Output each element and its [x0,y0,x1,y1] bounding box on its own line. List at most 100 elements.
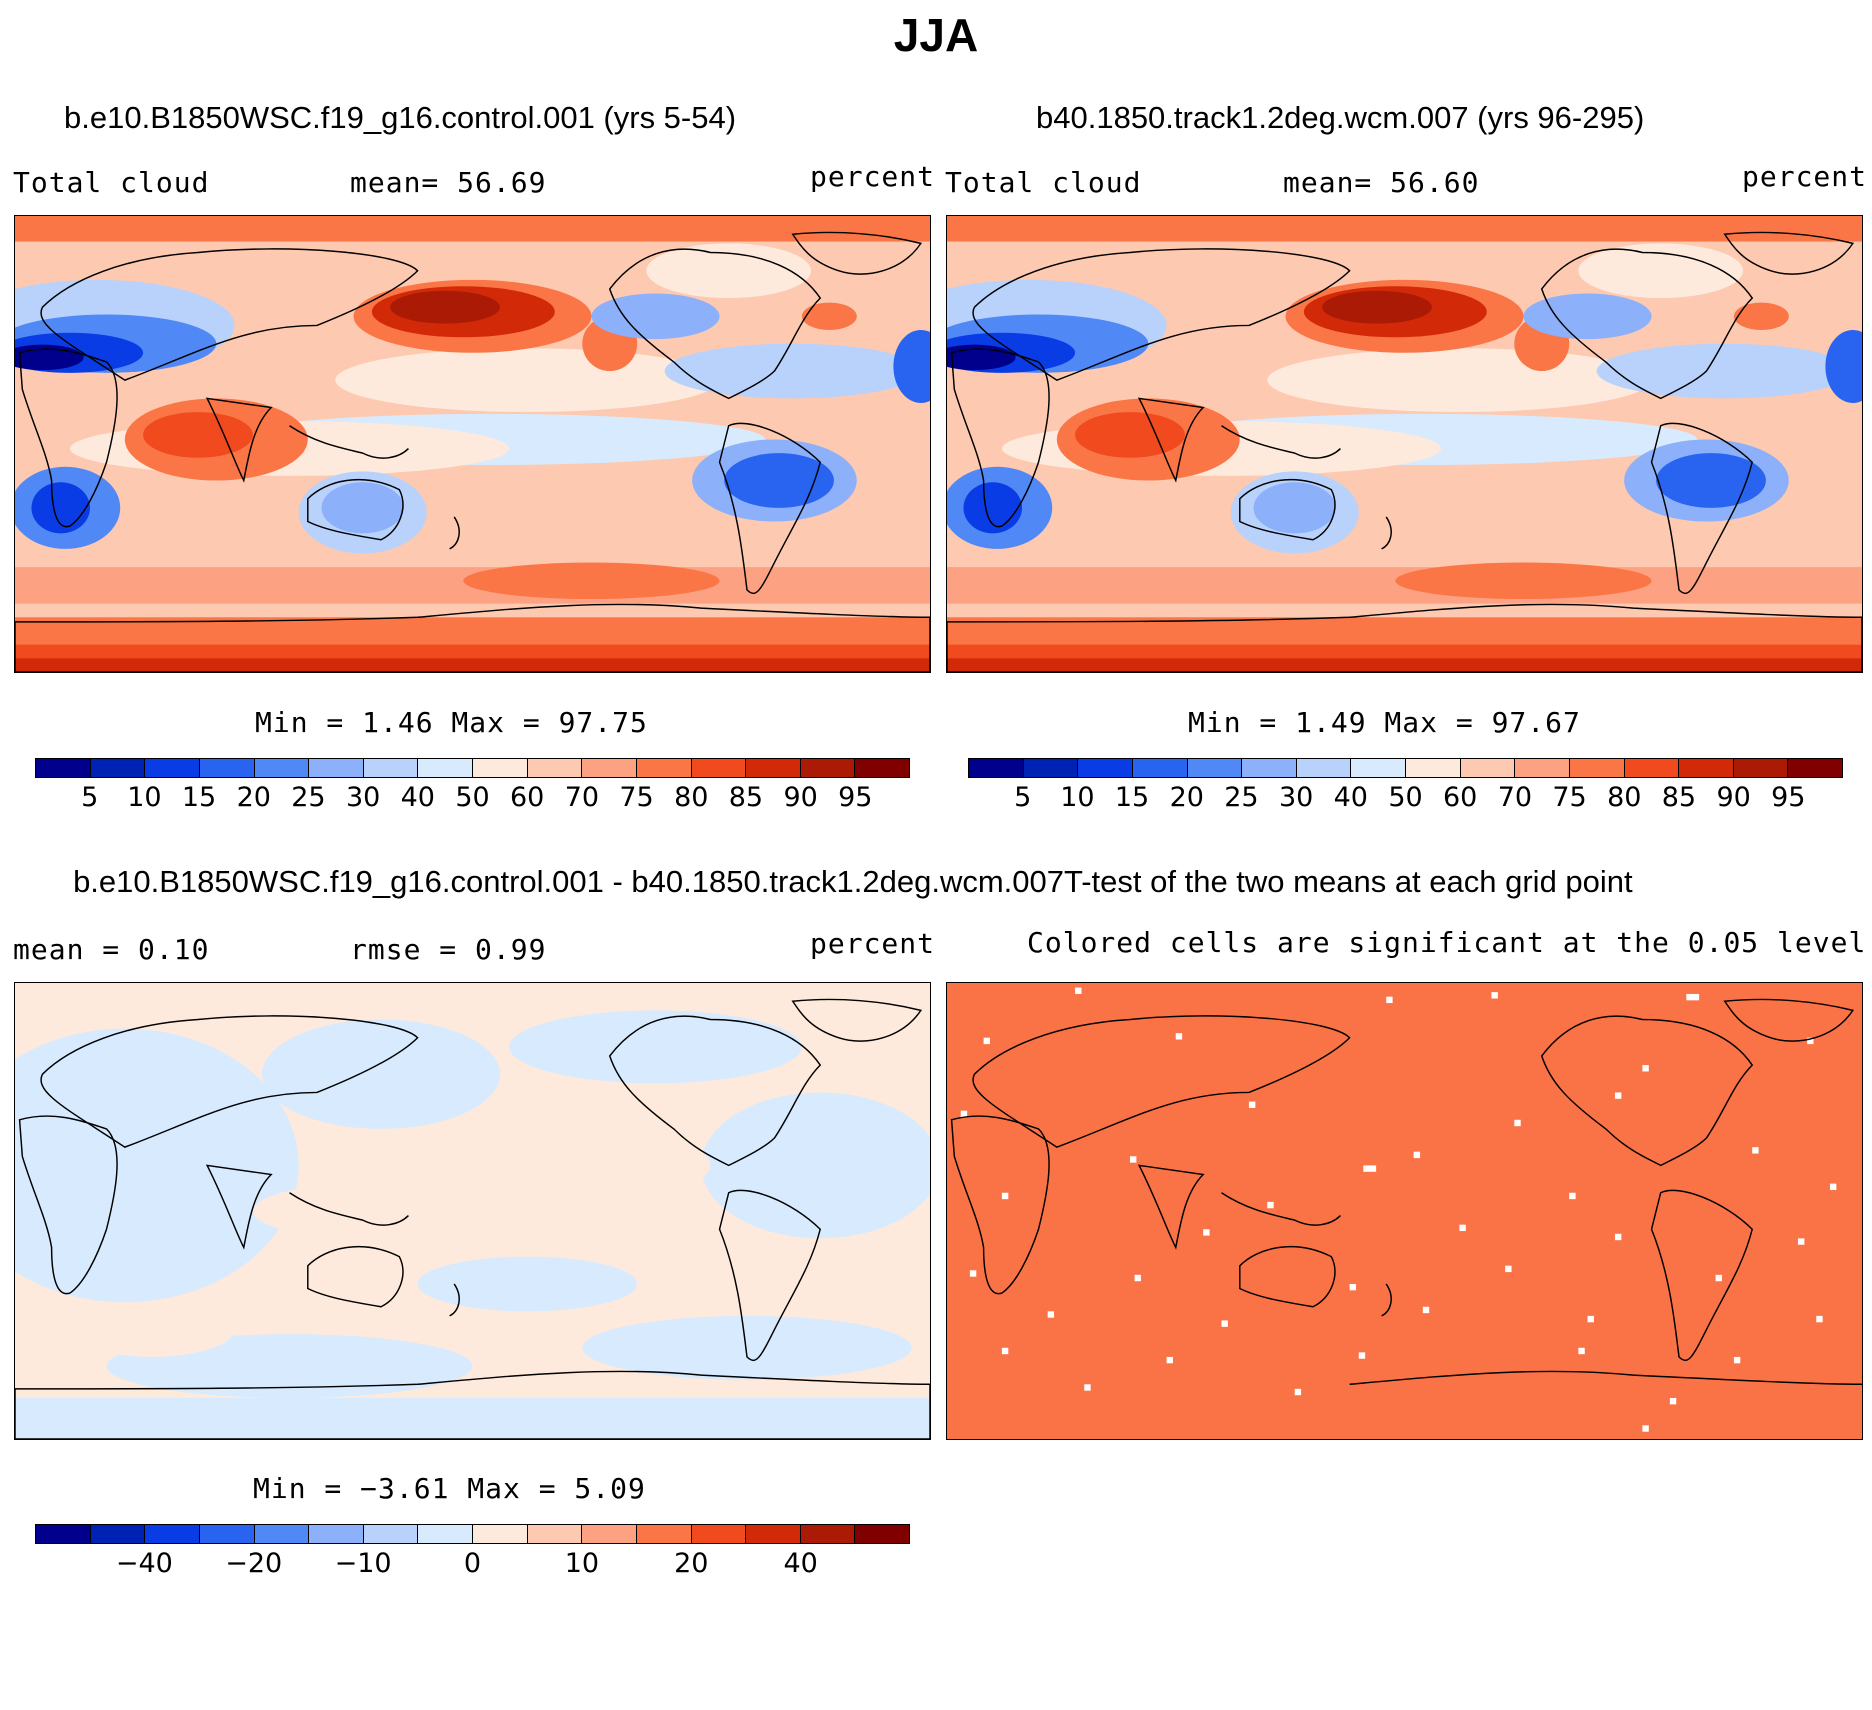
colorbar-swatch [199,1525,255,1543]
colorbar-swatch [1078,759,1133,777]
colorbar-swatch [309,759,364,777]
colorbar-swatch [1242,759,1297,777]
colorbar-swatch [1296,759,1352,777]
colorbar-tick: 10 [127,782,162,813]
colorbar-swatch [199,759,255,777]
panel1-units-label: percent [810,160,936,193]
colorbar-tick: 60 [1443,782,1478,813]
panel3-colorbar [35,1524,910,1544]
colorbar-swatch [800,1525,856,1543]
colorbar-swatch [800,759,856,777]
colorbar-tick: 95 [838,782,873,813]
colorbar-tick: 70 [1497,782,1533,813]
colorbar-tick: 40 [1333,782,1368,813]
colorbar-tick: 85 [1661,782,1697,813]
colorbar-swatch [855,1525,909,1543]
colorbar-swatch [145,1525,200,1543]
colorbar-swatch [1132,759,1188,777]
colorbar-tick: 10 [564,1548,600,1579]
colorbar-swatch [90,1525,146,1543]
colorbar-swatch [527,759,583,777]
panel1-contour-plot [15,216,930,672]
figure-title: JJA [893,9,979,61]
colorbar-tick: 70 [564,782,600,813]
panel2-minmax-label: Min = 1.49 Max = 97.67 [1188,706,1581,739]
colorbar-swatch [90,759,146,777]
colorbar-swatch [969,759,1024,777]
colorbar-swatch [1788,759,1842,777]
colorbar-swatch [1406,759,1461,777]
colorbar-swatch [691,759,747,777]
colorbar-swatch [636,759,692,777]
colorbar-swatch [582,759,637,777]
panel1-variable-label: Total cloud [13,166,210,199]
colorbar-tick: 30 [345,782,381,813]
colorbar-tick: 95 [1771,782,1806,813]
colorbar-tick: 30 [1278,782,1314,813]
panel2-contour-plot [947,216,1862,672]
panel2-colorbar-ticks: 5 10 15 20 25 30 40 50 60 70 75 80 85 90 95 [968,782,1843,822]
colorbar-tick: 20 [236,782,271,813]
colorbar-swatch [582,1525,637,1543]
colorbar-tick: 90 [1716,782,1751,813]
colorbar-swatch [1515,759,1570,777]
colorbar-swatch [309,1525,364,1543]
colorbar-swatch [473,759,528,777]
colorbar-swatch [527,1525,583,1543]
colorbar-tick: 0 [463,1548,482,1579]
panel2-mean-label: mean= 56.60 [1283,166,1480,199]
colorbar-swatch [746,1525,801,1543]
panel2-variable-label: Total cloud [945,166,1142,199]
colorbar-tick: 25 [1224,782,1259,813]
colorbar-swatch [1187,759,1243,777]
colorbar-swatch [1569,759,1625,777]
colorbar-swatch [1624,759,1680,777]
colorbar-tick: 80 [674,782,709,813]
colorbar-tick: 80 [1607,782,1642,813]
colorbar-tick: 20 [674,1548,709,1579]
colorbar-tick: 75 [1552,782,1587,813]
colorbar-tick: −20 [225,1548,283,1579]
colorbar-tick: 20 [1169,782,1204,813]
colorbar-swatch [1023,759,1079,777]
panel3-contour-plot [15,983,930,1439]
colorbar-tick: −10 [334,1548,392,1579]
colorbar-swatch [36,759,91,777]
panel1-mean-label: mean= 56.69 [350,166,547,199]
panel3-title: b.e10.B1850WSC.f19_g16.control.001 - b40… [73,864,1064,899]
colorbar-swatch [1733,759,1789,777]
colorbar-tick: 90 [783,782,818,813]
colorbar-tick: 75 [619,782,654,813]
colorbar-tick: 40 [783,1548,818,1579]
panel3-mean-label: mean = 0.10 [13,933,210,966]
colorbar-swatch [1351,759,1406,777]
panel3-units-label: percent [810,927,936,960]
panel4-map [946,982,1863,1440]
colorbar-swatch [363,759,419,777]
colorbar-swatch [418,759,473,777]
panel1-map [14,215,931,673]
colorbar-tick: 10 [1060,782,1095,813]
colorbar-tick: 50 [1388,782,1423,813]
panel1-minmax-label: Min = 1.46 Max = 97.75 [255,706,648,739]
panel2-colorbar [968,758,1843,778]
colorbar-tick: 5 [1014,782,1032,813]
panel3-rmse-label: rmse = 0.99 [350,933,547,966]
colorbar-tick: 15 [181,782,217,813]
colorbar-swatch [473,1525,528,1543]
panel2-title: b40.1850.track1.2deg.wcm.007 (yrs 96-295… [1036,100,1645,135]
colorbar-swatch [145,759,200,777]
colorbar-swatch [418,1525,473,1543]
colorbar-swatch [36,1525,91,1543]
panel4-significance-plot [947,983,1862,1439]
colorbar-tick: 50 [455,782,490,813]
panel1-colorbar-ticks: 5 10 15 20 25 30 40 50 60 70 75 80 85 90 95 [35,782,910,822]
panel3-title-clip: b.e10.B1850WSC.f19_g16.control.001 - b40… [0,862,1064,910]
panel3-colorbar-ticks: −40 −20 −10 0 10 20 40 [35,1548,910,1588]
panel1-colorbar [35,758,910,778]
panel3-minmax-label: Min = −3.61 Max = 5.09 [253,1472,646,1505]
panel4-title: T-test of the two means at each grid poi… [1064,864,1633,899]
colorbar-tick: 15 [1114,782,1150,813]
panel3-map [14,982,931,1440]
colorbar-swatch [254,759,310,777]
